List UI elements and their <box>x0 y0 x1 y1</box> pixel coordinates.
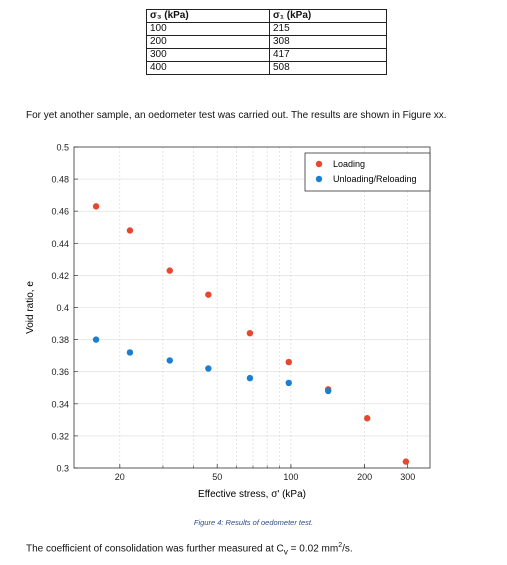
header-sigma3: σ₃ (kPa) <box>146 9 270 23</box>
intro-paragraph: For yet another sample, an oedometer tes… <box>26 110 447 121</box>
legend-marker-unloading <box>315 175 323 183</box>
loading-point <box>205 291 212 298</box>
header-sigma1: σ₁ (kPa) <box>269 9 387 23</box>
cell-sigma3: 200 <box>146 35 270 49</box>
y-tick-label: 0.5 <box>56 143 69 153</box>
y-tick-label: 0.3 <box>56 464 69 474</box>
loading-point <box>246 329 254 337</box>
table-row: 300 417 <box>146 48 387 62</box>
table-row: 200 308 <box>146 35 387 49</box>
y-tick-label: 0.38 <box>51 335 69 345</box>
loading-point <box>285 358 292 366</box>
y-tick-label: 0.46 <box>51 207 69 217</box>
closing-paragraph: The coefficient of consolidation was fur… <box>26 542 353 556</box>
y-axis-label: Void ratio, e <box>25 281 36 334</box>
loading-point <box>126 227 134 234</box>
cell-sigma1: 308 <box>269 35 387 49</box>
loading-point <box>92 203 100 210</box>
cell-sigma3: 400 <box>146 61 270 75</box>
x-tick-label: 300 <box>400 472 415 482</box>
figure-caption: Figure 4: Results of oedometer test. <box>193 518 314 527</box>
oedometer-chart: 0.3 0.32 0.34 0.36 0.38 0.4 0.42 0.44 0.46 0.48 0.… <box>25 143 431 500</box>
axis-ticks: 0.3 0.32 0.34 0.36 0.38 0.4 0.42 0.44 0.46 0.48 0.… <box>51 143 415 483</box>
legend-box <box>304 152 431 192</box>
y-tick-label: 0.36 <box>51 367 69 377</box>
closing-text-middle: = 0.02 mm <box>287 543 339 555</box>
loading-point <box>166 267 173 274</box>
y-tick-label: 0.34 <box>51 399 69 409</box>
unloading-point <box>324 387 332 395</box>
x-axis-label: Effective stress, σ' (kPa) <box>198 489 306 500</box>
cell-sigma1: 417 <box>269 48 387 62</box>
cell-sigma1: 215 <box>269 22 387 36</box>
unloading-point <box>126 349 134 356</box>
y-tick-label: 0.42 <box>51 271 69 281</box>
y-tick-label: 0.44 <box>51 239 69 249</box>
table-row: 400 508 <box>146 61 387 75</box>
unloading-point <box>92 336 100 343</box>
legend-label-unloading: Unloading/Reloading <box>333 174 417 184</box>
unloading-point <box>166 357 173 364</box>
closing-subscript: v <box>283 546 288 557</box>
grid-lines <box>74 146 430 469</box>
closing-superscript: 2 <box>338 542 343 549</box>
x-tick-label: 100 <box>283 472 298 482</box>
unloading-point <box>246 374 254 382</box>
y-tick-label: 0.4 <box>56 303 69 313</box>
legend-label-loading: Loading <box>333 159 365 169</box>
cell-sigma3: 300 <box>146 48 270 62</box>
cell-sigma3: 100 <box>146 22 270 36</box>
closing-text-end: /s. <box>342 543 353 555</box>
x-tick-label: 50 <box>212 472 222 482</box>
y-tick-label: 0.48 <box>51 175 69 185</box>
closing-text-start: The coefficient of consolidation was fur… <box>26 543 284 555</box>
cell-sigma1: 508 <box>269 61 387 75</box>
x-tick-label: 200 <box>357 472 372 482</box>
loading-point <box>402 458 410 465</box>
stress-table: σ₃ (kPa) σ₁ (kPa) 100 215 200 308 300 41… <box>146 9 387 75</box>
unloading-point <box>285 379 292 387</box>
loading-point <box>364 415 371 422</box>
legend-marker-loading <box>315 160 323 168</box>
data-points <box>92 203 410 465</box>
y-tick-label: 0.32 <box>51 431 69 441</box>
legend: Loading Unloading/Reloading <box>304 152 431 192</box>
unloading-point <box>205 365 212 372</box>
x-tick-label: 20 <box>115 472 125 482</box>
table-row: 100 215 <box>146 22 387 36</box>
